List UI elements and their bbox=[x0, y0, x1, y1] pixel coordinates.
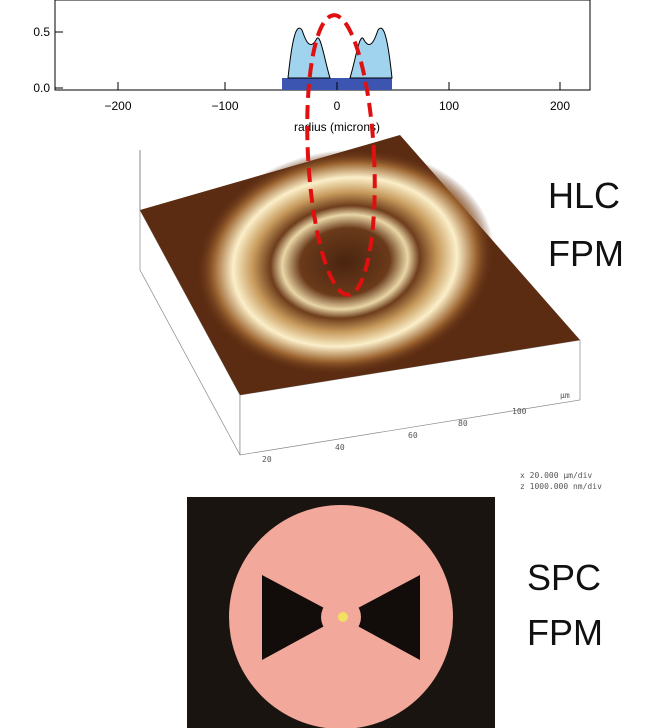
afm-scale: z 1000.000 nm/div bbox=[520, 482, 602, 491]
x-tick-label: 100 bbox=[439, 99, 459, 113]
x-tick-label: 0 bbox=[334, 99, 341, 113]
profile-peaks bbox=[287, 27, 393, 79]
hlc-label: FPM bbox=[548, 233, 624, 274]
afm-tick: 20 bbox=[262, 455, 272, 464]
x-tick-label: −200 bbox=[104, 99, 131, 113]
spc-label: SPC bbox=[527, 557, 601, 598]
afm-image: μm 20 40 60 80 100 x 20.000 μm/div z 100… bbox=[139, 135, 602, 491]
afm-tick: 60 bbox=[408, 431, 418, 440]
highlight-ellipse bbox=[305, 13, 377, 297]
afm-tick: 80 bbox=[458, 419, 468, 428]
hlc-label: HLC bbox=[548, 175, 620, 216]
afm-tick: 100 bbox=[512, 407, 527, 416]
x-tick-label: 200 bbox=[550, 99, 570, 113]
afm-scale: x 20.000 μm/div bbox=[520, 471, 592, 480]
x-tick-label: −100 bbox=[211, 99, 238, 113]
x-axis-label: radius (microns) bbox=[294, 120, 380, 134]
spc-photo bbox=[187, 497, 495, 728]
y-tick-label: 0.5 bbox=[33, 25, 50, 39]
y-tick-label: 0.0 bbox=[33, 81, 50, 95]
spc-label: FPM bbox=[527, 612, 603, 653]
afm-tick: 40 bbox=[335, 443, 345, 452]
afm-unit: μm bbox=[560, 391, 570, 400]
